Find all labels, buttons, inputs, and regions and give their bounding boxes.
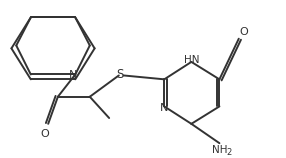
Text: O: O <box>40 128 49 139</box>
Text: N: N <box>160 103 168 113</box>
Text: O: O <box>239 27 248 37</box>
Text: HN: HN <box>184 55 199 65</box>
Text: 2: 2 <box>226 148 231 157</box>
Text: NH: NH <box>212 145 227 155</box>
Text: S: S <box>116 68 124 81</box>
Text: N: N <box>69 70 78 80</box>
